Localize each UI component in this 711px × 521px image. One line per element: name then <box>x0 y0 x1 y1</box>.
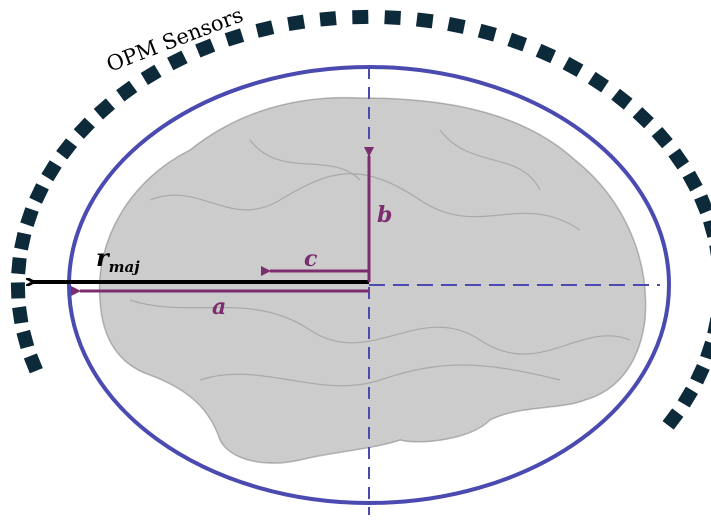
sensor <box>707 317 711 335</box>
sensor <box>507 33 527 52</box>
sensor <box>694 194 711 214</box>
sensor <box>29 183 49 203</box>
sensor <box>690 364 709 384</box>
sensor <box>700 341 711 361</box>
sensor <box>678 387 698 408</box>
sensor <box>611 89 632 110</box>
sensor <box>478 24 497 42</box>
r-subscript: maj <box>109 258 141 276</box>
sensor <box>633 107 654 128</box>
sensor <box>703 219 711 238</box>
sensor <box>74 118 95 139</box>
sensor <box>20 207 38 227</box>
a-label: a <box>212 294 226 320</box>
sensor <box>94 98 115 119</box>
c-label: c <box>304 246 318 272</box>
sensor <box>11 282 25 298</box>
sensor <box>416 12 434 28</box>
sensor <box>319 11 336 26</box>
sensor <box>447 17 465 34</box>
sensor <box>588 72 609 92</box>
diagram: OPM Sensors rmaj a b c <box>0 0 711 521</box>
sensor <box>287 15 305 31</box>
sensor <box>536 44 556 63</box>
sensor <box>652 127 673 148</box>
sensor <box>141 65 162 85</box>
sensor <box>41 160 61 181</box>
sensor <box>14 232 31 251</box>
sensor <box>683 171 703 192</box>
sensor <box>56 138 77 159</box>
sensor <box>24 353 43 373</box>
page: {"labels": {"sensors": "OPM Sensors", "r… <box>0 0 711 521</box>
sensor <box>16 330 34 349</box>
sensor <box>352 10 368 24</box>
sensor <box>11 257 26 274</box>
sensor <box>12 306 28 324</box>
sensor <box>255 20 274 37</box>
sensor <box>668 148 689 169</box>
b-label: b <box>377 202 392 228</box>
sensor <box>563 57 584 77</box>
sensor <box>384 10 401 25</box>
sensor <box>663 408 684 429</box>
sensor <box>116 81 137 102</box>
